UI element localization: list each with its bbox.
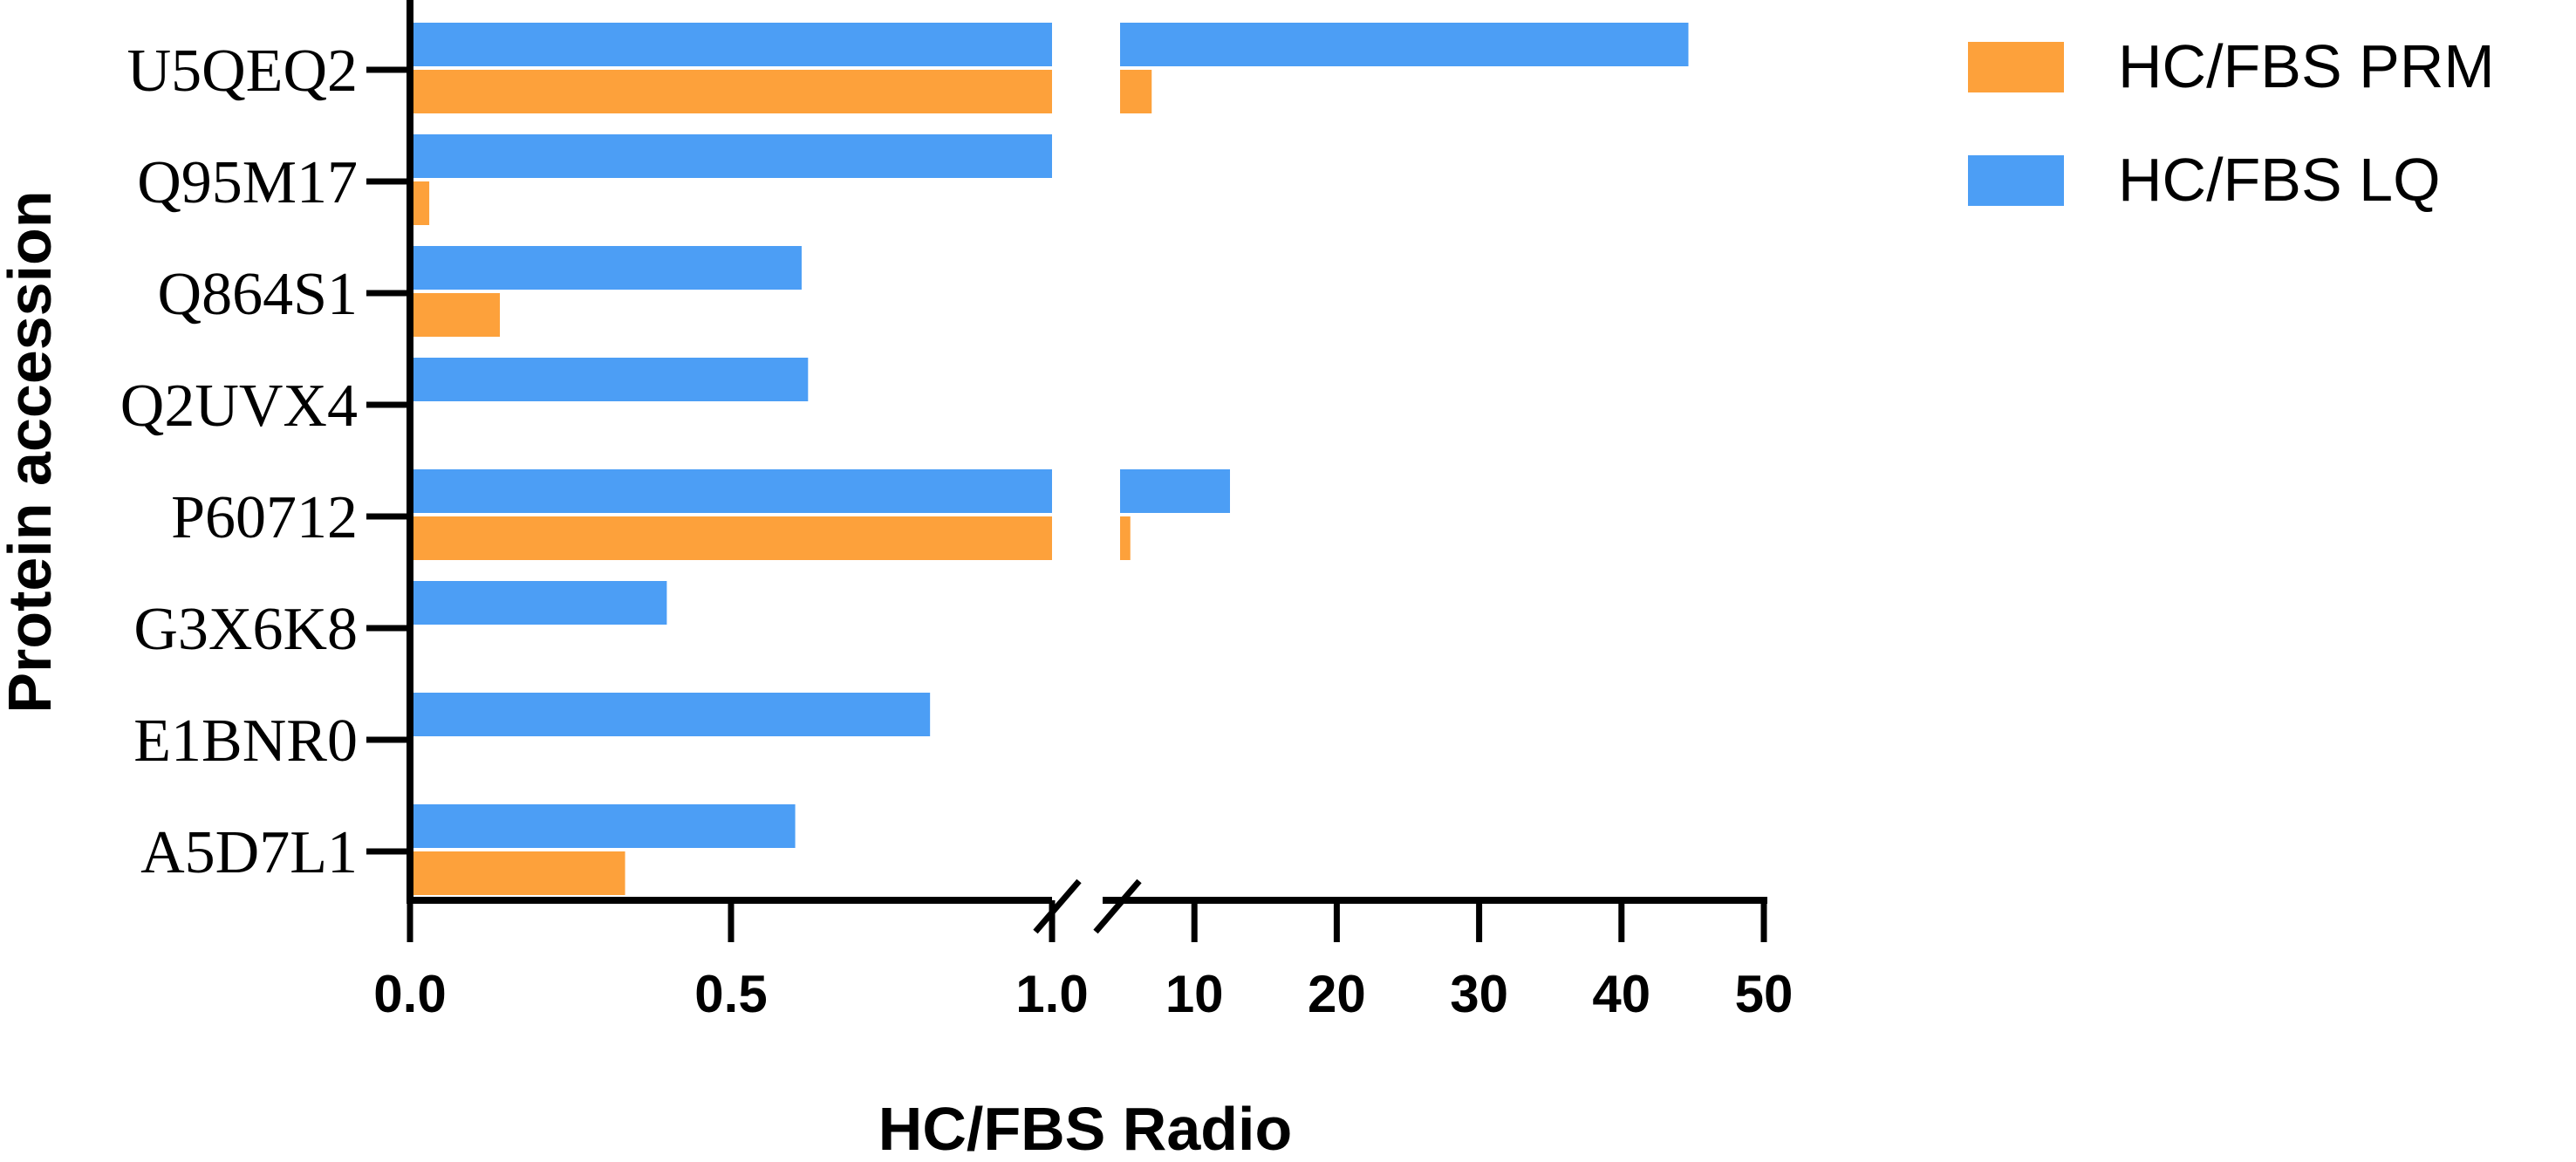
legend-swatch-hc-fbs-lq: [1968, 155, 2064, 206]
y-tick-label-q95m17: Q95M17: [137, 149, 358, 216]
y-axis-title: Protein accession: [0, 190, 64, 713]
y-tick-label-u5qeq2: U5QEQ2: [127, 38, 358, 105]
legend-swatch-hc-fbs-prm: [1968, 42, 2064, 92]
legend: HC/FBS PRM HC/FBS LQ: [1968, 32, 2495, 214]
bar-p60712-hc-fbs-prm: [410, 516, 1052, 560]
x-ticks-layer: 0.0 0.5 1.0 10 20 30 40 50: [373, 900, 1793, 1023]
bar-q864s1-hc-fbs-lq: [410, 246, 802, 290]
x-tick-label-1-0: 1.0: [1015, 965, 1088, 1023]
y-tick-label-q864s1: Q864S1: [158, 261, 358, 328]
x-axis-title: HC/FBS Radio: [878, 1095, 1292, 1162]
bar-e1bnr0-hc-fbs-lq: [410, 693, 931, 736]
y-tick-label-g3x6k8: G3X6K8: [133, 596, 358, 663]
bar-a5d7l1-hc-fbs-lq: [410, 804, 796, 848]
bar-u5qeq2-hc-fbs-prm: [410, 70, 1052, 113]
legend-label-hc-fbs-prm: HC/FBS PRM: [2118, 32, 2495, 100]
bar-p60712-hc-fbs-lq: [410, 469, 1052, 513]
bars-layer: [410, 23, 1689, 895]
y-tick-label-e1bnr0: E1BNR0: [133, 707, 358, 775]
bar-u5qeq2-hc-fbs-prm-upper: [1120, 70, 1152, 113]
x-tick-label-40: 40: [1592, 965, 1650, 1023]
x-tick-label-30: 30: [1450, 965, 1508, 1023]
axis-break-mark-left: [1033, 878, 1082, 934]
y-tick-label-p60712: P60712: [171, 484, 358, 551]
bar-p60712-hc-fbs-lq-upper: [1120, 469, 1230, 513]
legend-label-hc-fbs-lq: HC/FBS LQ: [2118, 146, 2441, 214]
bar-u5qeq2-hc-fbs-lq: [410, 23, 1052, 66]
x-tick-label-0-5: 0.5: [694, 965, 767, 1023]
x-tick-label-0-0: 0.0: [373, 965, 446, 1023]
x-tick-label-20: 20: [1308, 965, 1366, 1023]
bar-p60712-hc-fbs-prm-upper: [1120, 516, 1131, 560]
y-tick-label-a5d7l1: A5D7L1: [140, 819, 358, 886]
y-tick-label-q2uvx4: Q2UVX4: [120, 373, 358, 440]
bar-u5qeq2-hc-fbs-lq-upper: [1120, 23, 1689, 66]
bar-q95m17-hc-fbs-lq: [410, 134, 1052, 178]
y-ticks-layer: U5QEQ2 Q95M17 Q864S1 Q2UVX4 P60712 G3X6K8 E1BN…: [120, 38, 410, 886]
bar-a5d7l1-hc-fbs-prm: [410, 851, 625, 895]
bar-q2uvx4-hc-fbs-lq: [410, 358, 809, 401]
x-tick-label-50: 50: [1735, 965, 1794, 1023]
bar-g3x6k8-hc-fbs-lq: [410, 581, 667, 625]
axis-break-mark-right: [1093, 878, 1142, 934]
bar-q95m17-hc-fbs-prm: [410, 181, 430, 225]
x-tick-label-10: 10: [1165, 965, 1224, 1023]
bar-q864s1-hc-fbs-prm: [410, 293, 501, 337]
